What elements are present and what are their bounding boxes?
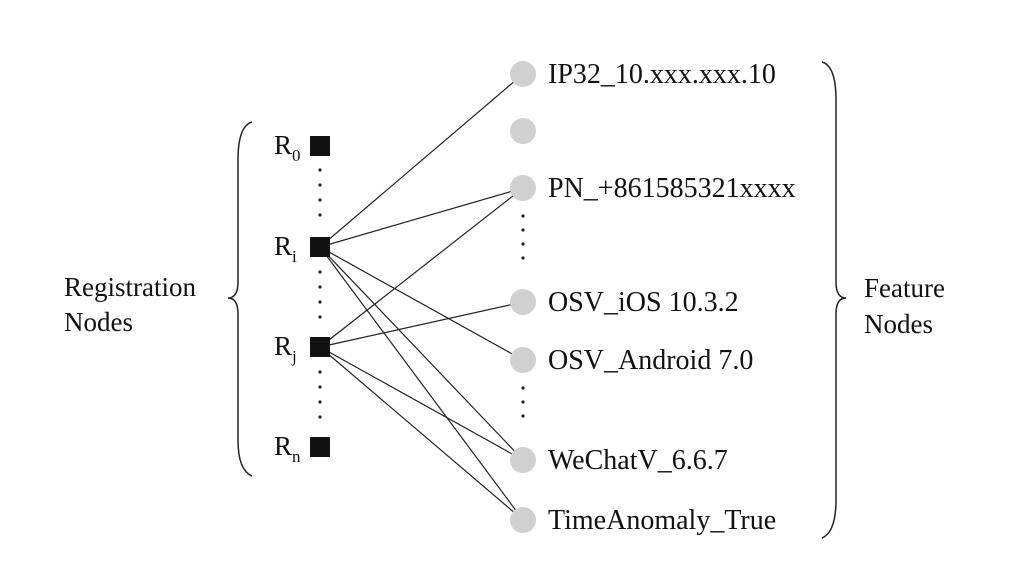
feature-node-wechat bbox=[510, 447, 536, 473]
feature-label-line1: Feature bbox=[864, 273, 945, 303]
registration-node-ri bbox=[310, 237, 330, 257]
registration-node-rj bbox=[310, 337, 330, 357]
registration-label-line1: Registration bbox=[64, 272, 196, 302]
edge-ri-pn bbox=[319, 187, 524, 248]
registration-nodes: R0 Ri Rj Rn bbox=[274, 130, 330, 466]
registration-node-label-ri: Ri bbox=[274, 231, 297, 266]
feature-label-line2: Nodes bbox=[864, 309, 933, 339]
feature-node-label-ip: IP32_10.xxx.xxx.10 bbox=[548, 59, 776, 90]
registration-node-label-rn: Rn bbox=[274, 431, 301, 466]
feature-node-osv_ios bbox=[510, 289, 536, 315]
left-brace bbox=[227, 121, 253, 477]
feature-node-label-wechat: WeChatV_6.6.7 bbox=[548, 445, 728, 476]
edge-ri-osv_android bbox=[319, 246, 524, 361]
feature-node-label-time: TimeAnomaly_True bbox=[548, 505, 776, 536]
right-brace bbox=[821, 61, 847, 539]
feature-node-label-osv_android: OSV_Android 7.0 bbox=[548, 345, 753, 376]
feature-group-label: Feature Nodes bbox=[864, 273, 945, 339]
feature-nodes: IP32_10.xxx.xxx.10 PN_+861585321xxxx OSV_i… bbox=[510, 59, 796, 536]
registration-node-label-r0: R0 bbox=[274, 130, 301, 165]
edge-ri-wechat bbox=[319, 246, 524, 461]
registration-node-label-rj: Rj bbox=[274, 331, 297, 366]
feature-node-label-osv_ios: OSV_iOS 10.3.2 bbox=[548, 287, 739, 318]
edge-rj-time bbox=[319, 346, 524, 521]
feature-node-label-pn: PN_+861585321xxxx bbox=[548, 173, 796, 204]
edge-ri-ip bbox=[319, 73, 524, 248]
registration-node-rn bbox=[310, 437, 330, 457]
feature-node-time bbox=[510, 507, 536, 533]
feature-node-osv_android bbox=[510, 347, 536, 373]
edges-group bbox=[319, 73, 524, 521]
left-ellipsis-dots bbox=[318, 168, 322, 419]
edge-rj-osv_ios bbox=[319, 301, 524, 348]
right-ellipsis-dots bbox=[521, 214, 525, 418]
feature-node-ip bbox=[510, 61, 536, 87]
edge-rj-pn bbox=[319, 187, 524, 348]
registration-label-line2: Nodes bbox=[64, 307, 133, 337]
edge-ri-time bbox=[319, 246, 524, 521]
feature-node-pn bbox=[510, 175, 536, 201]
registration-node-r0 bbox=[310, 136, 330, 156]
edge-rj-wechat bbox=[319, 346, 524, 461]
registration-group-label: Registration Nodes bbox=[64, 272, 196, 337]
feature-node-blank bbox=[510, 118, 536, 144]
